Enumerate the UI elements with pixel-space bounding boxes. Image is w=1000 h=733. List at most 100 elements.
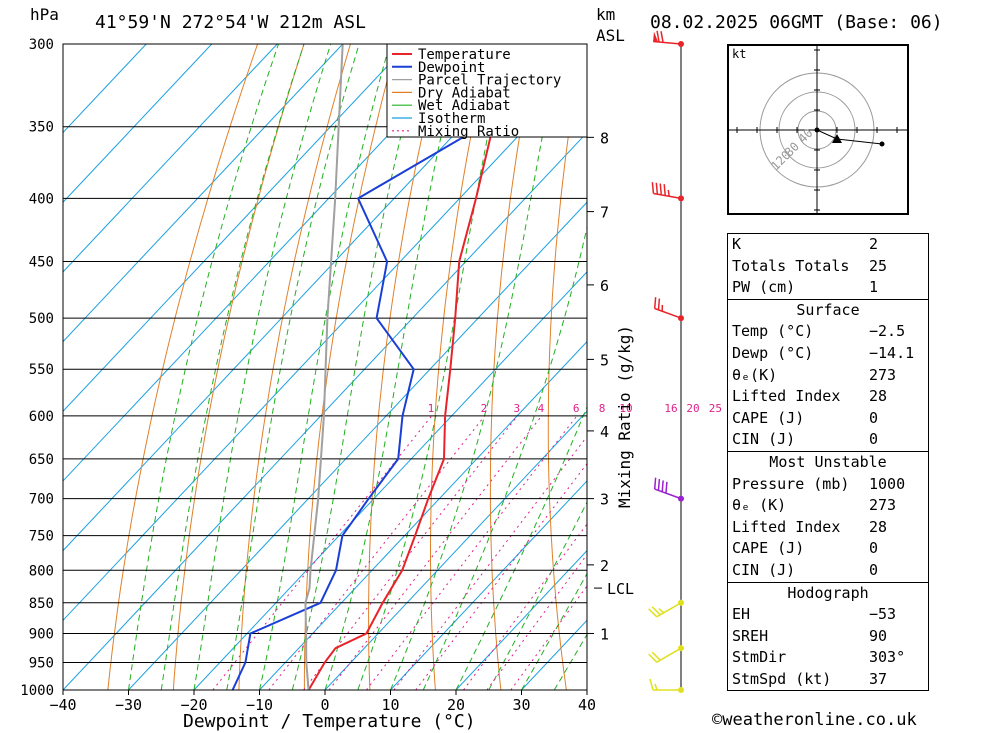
mu-cape-row: CAPE (J) 0 (732, 539, 879, 558)
mu-cin-row: CIN (J) 0 (732, 560, 879, 579)
wind-barb-flag (659, 183, 663, 195)
x-tick-label: 0 (320, 696, 329, 714)
wind-barb-shaft (656, 602, 682, 618)
x-tick-label: 10 (381, 696, 399, 714)
legend-entry: Parcel Trajectory (418, 73, 561, 89)
location-title: 41°59'N 272°54'W 212m ASL (95, 12, 366, 33)
pw-value: 1 (869, 278, 879, 297)
sounding-profiles (231, 44, 534, 690)
dry-adiabat-line (954, 44, 1000, 690)
wind-barb-column (648, 30, 684, 693)
legend-entry: Wet Adiabat (418, 98, 511, 114)
km-tick-label: 1 (600, 625, 609, 643)
isotherm-line (390, 480, 587, 690)
temperature-line (307, 44, 534, 690)
mu-theta-row: θₑ (K) 273 (732, 496, 897, 515)
legend-entry: Isotherm (418, 111, 485, 127)
pressure-tick-label: 550 (29, 362, 54, 378)
km-axis: 8 7 6 5 4 3 2 1 LCL (587, 129, 634, 643)
most-unstable-header: Most Unstable (728, 450, 928, 474)
wind-barb-half-flag (654, 683, 658, 691)
mixing-ratio-tick-label: 20 (686, 402, 699, 415)
eh-row: EH −53 (732, 605, 897, 624)
wind-barb-shaft (654, 307, 682, 319)
wet-adiabat-line (422, 225, 587, 690)
x-tick-label: −30 (115, 696, 142, 714)
wet-adiabat-line (488, 501, 587, 690)
pressure-tick-label: 450 (29, 255, 54, 271)
wet-adiabat-line (324, 44, 463, 690)
mixing-ratio-line (268, 415, 486, 690)
stmdir-row: StmDir 303° (732, 648, 906, 667)
wind-barb-pennant (653, 31, 659, 42)
dry-adiabat-line (238, 44, 351, 690)
dry-adiabat-line (659, 44, 698, 690)
pressure-tick-label: 900 (29, 626, 54, 642)
mixing-ratio-tick-label: 8 (599, 402, 606, 415)
isotherm-line (63, 62, 587, 622)
credit-link[interactable]: ©weatheronline.co.uk (712, 710, 917, 730)
wind-barb-flag (657, 298, 661, 310)
x-tick-label: 20 (447, 696, 465, 714)
isotherm-line (128, 201, 587, 690)
wind-barb-shaft (653, 192, 682, 200)
mixing-ratio-labels: 1 2 3 4 6 8 10 16 20 25 (428, 402, 722, 415)
wind-barb-flag (653, 297, 657, 309)
x-tick-label: −20 (180, 696, 207, 714)
isotherm-line (259, 340, 587, 690)
wind-barb-flag (651, 182, 655, 194)
isotherm-line (63, 131, 587, 690)
mixing-ratio-tick-label: 4 (538, 402, 545, 415)
wind-barb-half-flag (658, 608, 665, 614)
km-tick-label: 6 (600, 277, 609, 295)
isotherm-line (63, 44, 344, 343)
mixing-ratio-line (486, 553, 587, 690)
mixing-ratio-tick-label: 6 (573, 402, 580, 415)
mixing-ratio-tick-label: 16 (664, 402, 677, 415)
pressure-tick-label: 400 (29, 191, 54, 207)
wet-adiabat-line (455, 405, 587, 690)
mixing-ratio-axis-label: Mixing Ratio (g/kg) (615, 325, 634, 508)
pressure-tick-label: 500 (29, 311, 54, 327)
surface-header: Surface (728, 298, 928, 322)
tt-value: 25 (869, 256, 888, 275)
hodograph-frame (727, 44, 909, 215)
pressure-tick-label: 650 (29, 452, 54, 468)
mu-li-row: Lifted Index 28 (732, 517, 888, 536)
mixing-ratio-tick-label: 25 (709, 402, 722, 415)
legend-box (386, 43, 588, 138)
x-tick-label: −10 (246, 696, 273, 714)
legend-entry: Temperature (418, 47, 511, 63)
wind-barb-shaft (654, 488, 682, 500)
pressure-tick-label: 1000 (20, 683, 54, 699)
wind-barb-flag (656, 30, 660, 43)
surface-li-row: Lifted Index 28 (732, 387, 888, 406)
km-tick-label: 3 (600, 491, 609, 509)
dry-adiabat-line (547, 44, 584, 690)
isotherm-line (63, 44, 278, 273)
wind-barb-flag (657, 478, 661, 491)
k-value: 2 (869, 235, 879, 253)
isotherm-line (63, 44, 475, 482)
hodograph-header: Hodograph (728, 581, 928, 605)
wind-barb-flag (651, 651, 661, 661)
mixing-ratio-line (393, 435, 587, 690)
dewpoint-line (231, 44, 483, 690)
pressure-tick-label: 850 (29, 596, 54, 612)
wind-barb-half-flag (667, 189, 670, 197)
legend-entry: Dry Adiabat (418, 85, 511, 101)
surface-theta-row: θₑ(K) 273 (732, 365, 897, 384)
mixing-ratio-tick-label: 10 (619, 402, 632, 415)
lcl-label: LCL (607, 580, 634, 598)
wind-barb-flag (653, 477, 657, 490)
hodograph-unit-label: kt (732, 47, 746, 61)
x-tick-label: 30 (512, 696, 530, 714)
isotherm-line (63, 44, 147, 134)
wet-adiabat-line (128, 44, 279, 690)
isotherm-line (324, 410, 587, 690)
wet-adiabat-line (291, 44, 425, 690)
index-row-pw: PW (cm) 1 (728, 277, 928, 299)
km-tick-label: 2 (600, 557, 609, 575)
